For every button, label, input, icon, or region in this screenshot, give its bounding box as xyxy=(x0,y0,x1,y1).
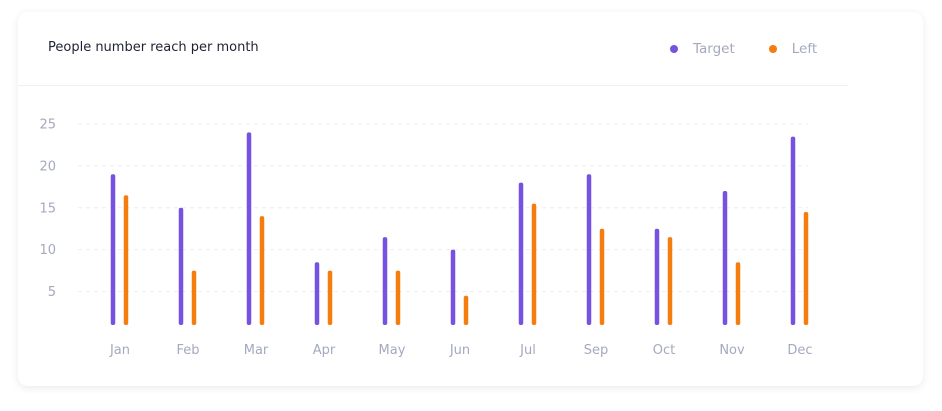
bar-left[interactable] xyxy=(395,270,401,325)
bar-target[interactable] xyxy=(586,174,592,325)
x-tick-label: Jul xyxy=(519,343,536,358)
x-tick-label: Jan xyxy=(109,343,130,358)
legend-dot-left xyxy=(768,45,777,53)
legend-item-target[interactable]: Target xyxy=(670,41,735,57)
bar-left[interactable] xyxy=(191,270,197,325)
bar-target[interactable] xyxy=(654,228,660,325)
legend-item-left[interactable]: Left xyxy=(768,41,818,57)
chart-title: People number reach per month xyxy=(48,40,259,55)
bar-left[interactable] xyxy=(463,295,469,325)
y-tick-label: 5 xyxy=(48,285,56,300)
x-tick-label: Feb xyxy=(176,343,199,358)
grid-lines xyxy=(78,123,808,292)
bar-target[interactable] xyxy=(246,132,252,325)
x-tick-label: Apr xyxy=(313,343,336,358)
x-tick-label: Sep xyxy=(584,343,609,358)
bar-target[interactable] xyxy=(518,182,524,325)
legend-label-left: Left xyxy=(791,41,818,57)
bar-left[interactable] xyxy=(123,195,129,325)
bar-target[interactable] xyxy=(110,174,116,325)
x-axis-ticks: Jan Feb Mar Apr May Jun Jul Sep Oct Nov Dec xyxy=(109,343,813,358)
chart-legend: Target Left xyxy=(670,41,817,57)
bar-left[interactable] xyxy=(599,228,605,325)
x-tick-label: Oct xyxy=(653,343,675,358)
bar-target[interactable] xyxy=(790,136,796,325)
legend-dot-target xyxy=(670,45,678,53)
chart-card: People number reach per month Target Lef… xyxy=(18,12,923,386)
x-tick-label: Mar xyxy=(244,343,269,358)
bar-left[interactable] xyxy=(259,216,265,325)
x-tick-label: Dec xyxy=(787,343,812,358)
bar-target[interactable] xyxy=(314,262,320,325)
x-tick-label: Nov xyxy=(719,343,745,358)
bar-target[interactable] xyxy=(722,191,728,325)
card-header: People number reach per month Target Lef… xyxy=(18,12,848,86)
bar-chart: 5 10 15 20 25 Jan Feb Mar Apr May Jun Jul Sep Oct Nov… xyxy=(39,118,813,359)
x-tick-label: Jun xyxy=(449,343,470,358)
bars xyxy=(110,132,809,325)
bar-left[interactable] xyxy=(803,211,809,325)
bar-left[interactable] xyxy=(735,262,741,325)
y-tick-label: 10 xyxy=(39,243,56,258)
bar-target[interactable] xyxy=(382,237,388,325)
bar-target[interactable] xyxy=(178,207,184,325)
bar-left[interactable] xyxy=(327,270,333,325)
bar-target[interactable] xyxy=(450,249,456,325)
bar-left[interactable] xyxy=(531,203,537,325)
y-tick-label: 25 xyxy=(39,118,56,133)
y-tick-label: 15 xyxy=(39,201,56,216)
bar-left[interactable] xyxy=(667,237,673,325)
legend-label-target: Target xyxy=(693,41,735,57)
y-tick-label: 20 xyxy=(39,159,56,174)
y-axis-ticks: 5 10 15 20 25 xyxy=(39,118,56,301)
x-tick-label: May xyxy=(379,343,406,358)
